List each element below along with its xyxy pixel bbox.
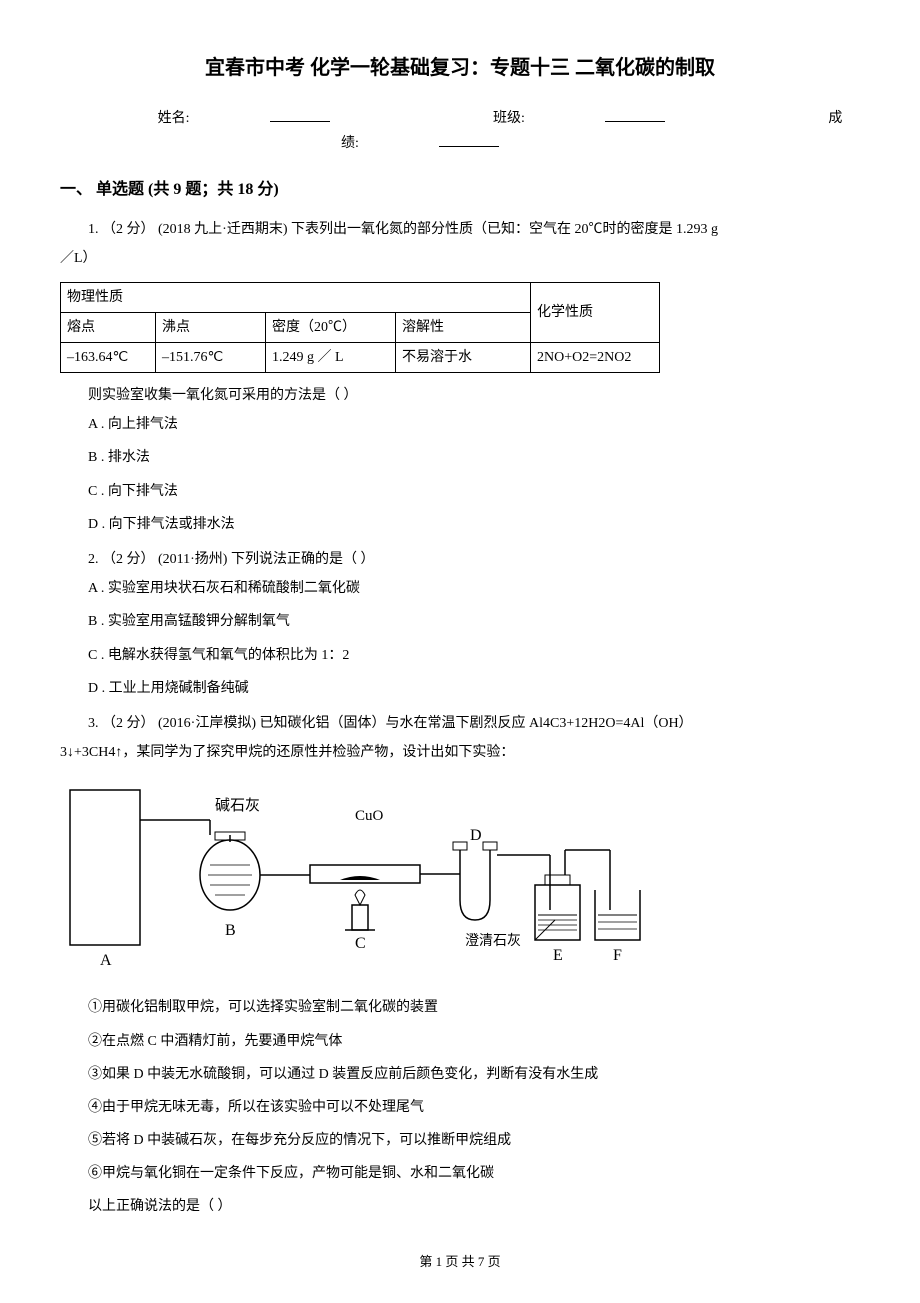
experiment-diagram: A 碱石灰 B CuO C D (60, 780, 660, 980)
label-F: F (613, 947, 622, 964)
label-jianshuihui: 碱石灰 (215, 797, 260, 814)
q3-s5: ⑤若将 D 中装碱石灰，在每步充分反应的情况下，可以推断甲烷组成 (88, 1128, 860, 1153)
table-cell: 沸点 (156, 312, 266, 342)
table-cell: 熔点 (61, 312, 156, 342)
table-cell: –151.76℃ (156, 342, 266, 372)
label-B: B (225, 922, 236, 939)
table-cell: –163.64℃ (61, 342, 156, 372)
label-cuo: CuO (355, 808, 384, 824)
table-cell: 密度（20℃） (266, 312, 396, 342)
q1-opt-b: B . 排水法 (88, 445, 860, 470)
table-cell: 2NO+O2=2NO2 (531, 342, 660, 372)
q3-s6: ⑥甲烷与氧化铜在一定条件下反应，产物可能是铜、水和二氧化碳 (88, 1161, 860, 1186)
q1-stem: 1. （2 分） (2018 九上·迁西期末) 下表列出一氧化氮的部分性质（已知… (60, 217, 860, 242)
q3-s3: ③如果 D 中装无水硫酸铜，可以通过 D 装置反应前后颜色变化，判断有没有水生成 (88, 1062, 860, 1087)
table-header-chem: 化学性质 (531, 282, 660, 342)
q2-stem: 2. （2 分） (2011·扬州) 下列说法正确的是（ ） (60, 547, 860, 572)
label-E: E (553, 947, 563, 964)
q3-conclusion: 以上正确说法的是（ ） (88, 1194, 860, 1219)
q1-table: 物理性质 化学性质 熔点 沸点 密度（20℃） 溶解性 –163.64℃ –15… (60, 282, 660, 374)
q1-opt-d: D . 向下排气法或排水法 (88, 512, 860, 537)
q1-options: A . 向上排气法 B . 排水法 C . 向下排气法 D . 向下排气法或排水… (88, 412, 860, 537)
q1-after-table: 则实验室收集一氧化氮可采用的方法是（ ） (60, 383, 860, 408)
label-D: D (470, 827, 482, 844)
table-cell: 溶解性 (396, 312, 531, 342)
q1-opt-c: C . 向下排气法 (88, 479, 860, 504)
table-cell: 不易溶于水 (396, 342, 531, 372)
page-footer: 第 1 页 共 7 页 (60, 1250, 860, 1273)
section-header: 一、 单选题 (共 9 题；共 18 分) (60, 176, 860, 205)
label-chengqing: 澄清石灰 (465, 933, 521, 949)
q3-stem-cont: 3↓+3CH4↑，某同学为了探究甲烷的还原性并检验产物，设计出如下实验： (60, 740, 860, 765)
q3-s1: ①用碳化铝制取甲烷，可以选择实验室制二氧化碳的装置 (88, 995, 860, 1020)
q2-options: A . 实验室用块状石灰石和稀硫酸制二氧化碳 B . 实验室用高锰酸钾分解制氧气… (88, 576, 860, 701)
page-title: 宜春市中考 化学一轮基础复习：专题十三 二氧化碳的制取 (60, 50, 860, 86)
table-cell: 1.249 g ／ L (266, 342, 396, 372)
q2-opt-b: B . 实验室用高锰酸钾分解制氧气 (88, 609, 860, 634)
info-row: 姓名: 班级: 成绩: (60, 106, 860, 156)
label-C: C (355, 935, 366, 952)
q1-opt-a: A . 向上排气法 (88, 412, 860, 437)
q2-opt-d: D . 工业上用烧碱制备纯碱 (88, 676, 860, 701)
name-field: 姓名: (118, 111, 370, 126)
q3-s4: ④由于甲烷无味无毒，所以在该实验中可以不处理尾气 (88, 1095, 860, 1120)
q3-s2: ②在点燃 C 中酒精灯前，先要通甲烷气体 (88, 1029, 860, 1054)
q3-diagram: A 碱石灰 B CuO C D (60, 780, 860, 980)
q1-stem-cont: ／L） (60, 246, 860, 271)
q2-opt-a: A . 实验室用块状石灰石和稀硫酸制二氧化碳 (88, 576, 860, 601)
q2-opt-c: C . 电解水获得氢气和氧气的体积比为 1：2 (88, 643, 860, 668)
table-header-phys: 物理性质 (61, 282, 531, 312)
q3-statements: ①用碳化铝制取甲烷，可以选择实验室制二氧化碳的装置 ②在点燃 C 中酒精灯前，先… (88, 995, 860, 1219)
class-field: 班级: (453, 111, 705, 126)
label-A: A (100, 952, 112, 969)
q3-stem: 3. （2 分） (2016·江岸模拟) 已知碳化铝（固体）与水在常温下剧烈反应… (60, 711, 860, 736)
